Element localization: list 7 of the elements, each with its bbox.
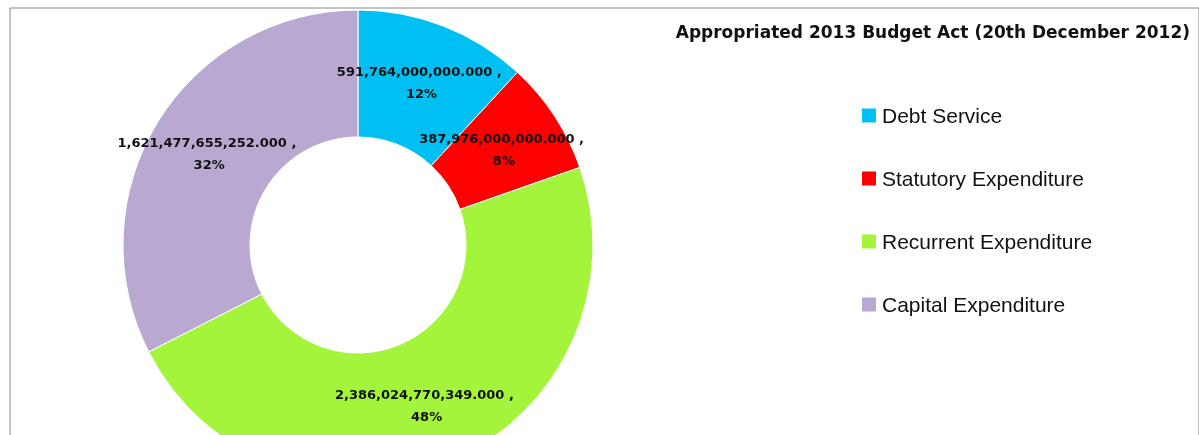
data-label: 2,386,024,770,349.000 , 48% [334,386,519,424]
legend-label: Debt Service [882,104,1003,127]
data-label: 1,621,477,655,252.000 , 32% [117,135,301,173]
legend-label: Recurrent Expenditure [882,230,1093,253]
legend-label: Statutory Expenditure [882,167,1084,190]
text: Appropriated 2013 Budget Act (20th December 2012) [675,21,1191,42]
legend-label: Capital Expenditure [882,293,1066,316]
